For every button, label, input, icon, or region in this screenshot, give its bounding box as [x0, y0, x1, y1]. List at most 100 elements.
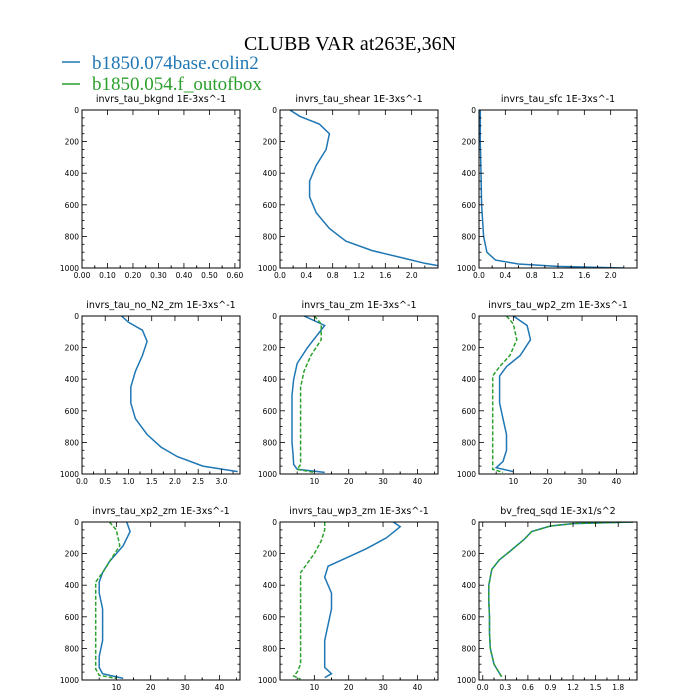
y-tick-label: 800	[263, 644, 278, 653]
x-tick-label: 0.0	[76, 477, 88, 486]
y-tick-label: 600	[462, 613, 477, 622]
x-tick-label: 0.0	[473, 271, 485, 280]
y-tick-label: 600	[263, 613, 278, 622]
y-tick-label: 200	[65, 138, 80, 147]
x-tick-label: 1.6	[578, 271, 590, 280]
x-tick-label: 40	[413, 477, 423, 486]
y-tick-label: 0	[74, 106, 79, 115]
x-tick-label: 0.40	[176, 271, 193, 280]
y-tick-label: 1000	[258, 264, 277, 273]
y-tick-label: 800	[462, 644, 477, 653]
x-tick-label: 20	[344, 477, 354, 486]
y-tick-label: 400	[263, 375, 278, 384]
y-tick-label: 200	[462, 138, 477, 147]
panel-title: invrs_tau_xp2_zm 1E-3xs^-1	[92, 506, 229, 517]
y-tick-label: 800	[462, 438, 477, 447]
panel-9: bv_freq_sqd 1E-3x1/s^2020040060080010000…	[457, 506, 638, 692]
figure-title: CLUBB VAR at263E,36N	[244, 33, 456, 55]
panel-6: invrs_tau_wp2_zm 1E-3xs^-1 0 200 400 600 800 1…	[457, 300, 638, 486]
panel-title: bv_freq_sqd 1E-3x1/s^2	[500, 506, 615, 517]
plot-frame	[81, 521, 241, 681]
y-tick-label: 800	[263, 232, 278, 241]
y-tick-label: 600	[462, 407, 477, 416]
x-tick-label: 0.50	[201, 271, 218, 280]
y-tick-label: 0	[471, 518, 476, 527]
series-line-1	[291, 316, 326, 474]
x-tick-label: 3.0	[215, 477, 227, 486]
x-tick-label: 0.00	[74, 271, 91, 280]
x-tick-label: 2.5	[192, 477, 204, 486]
y-tick-label: 1000	[457, 676, 476, 685]
y-tick-label: 1000	[258, 470, 277, 479]
panel-title: invrs_tau_shear 1E-3xs^-1	[295, 94, 422, 105]
panel-5: invrs_tau_zm 1E-3xs^-1 0 200 400 600 800 1000 1…	[258, 300, 439, 486]
x-tick-label: 20	[543, 477, 553, 486]
x-tick-label: 0.8	[526, 271, 538, 280]
plot-frame	[279, 109, 439, 269]
x-tick-label: 30	[378, 683, 388, 692]
panel-title: invrs_tau_wp2_zm 1E-3xs^-1	[488, 300, 628, 311]
x-tick-label: 0.0	[477, 683, 489, 692]
y-tick-label: 600	[263, 201, 278, 210]
y-tick-label: 200	[263, 138, 278, 147]
series-line-2	[491, 316, 518, 474]
y-tick-label: 600	[65, 407, 80, 416]
y-tick-label: 0	[272, 518, 277, 527]
panel-8: invrs_tau_wp3_zm 1E-3xs^-1 0 200 400 600 800 1…	[258, 506, 439, 692]
y-tick-label: 200	[462, 550, 477, 559]
y-tick-label: 800	[462, 232, 477, 241]
x-tick-label: 0.9	[545, 683, 557, 692]
legend-label-1: b1850.074base.colin2	[92, 53, 259, 74]
plot-frame	[478, 109, 638, 269]
x-tick-label: 30	[180, 683, 190, 692]
y-tick-label: 200	[462, 344, 477, 353]
x-tick-label: 0.30	[150, 271, 167, 280]
x-tick-label: 20	[344, 683, 354, 692]
x-tick-label: 40	[612, 477, 622, 486]
panel-4: invrs_tau_no_N2_zm 1E-3xs^-1 0 200 400 600 80…	[60, 300, 241, 486]
plot-frame	[478, 521, 638, 681]
x-tick-label: 0.4	[300, 271, 312, 280]
x-tick-label: 0.5	[99, 477, 111, 486]
y-tick-label: 400	[462, 581, 477, 590]
y-tick-label: 200	[263, 344, 278, 353]
x-tick-label: 40	[413, 683, 423, 692]
x-tick-label: 0.8	[327, 271, 339, 280]
y-tick-label: 1000	[60, 676, 79, 685]
series-line-1	[289, 110, 438, 267]
plot-frame	[279, 521, 439, 681]
plot-frame	[478, 315, 638, 475]
panel-title: invrs_tau_zm 1E-3xs^-1	[302, 300, 417, 311]
panel-1: invrs_tau_bkgnd 1E-3xs^-1 0 200 400 600 800 10…	[60, 94, 244, 280]
panel-title: invrs_tau_sfc 1E-3xs^-1	[501, 94, 615, 105]
y-tick-label: 1000	[457, 264, 476, 273]
y-tick-label: 800	[65, 232, 80, 241]
y-tick-label: 1000	[457, 470, 476, 479]
x-tick-label: 0.4	[499, 271, 511, 280]
y-tick-label: 400	[65, 581, 80, 590]
y-tick-label: 1000	[60, 470, 79, 479]
series-line-1	[120, 316, 238, 473]
series-line-2	[488, 522, 634, 678]
panel-title: invrs_tau_no_N2_zm 1E-3xs^-1	[86, 300, 235, 311]
y-tick-label: 600	[462, 201, 477, 210]
x-tick-label: 1.8	[612, 683, 624, 692]
y-tick-label: 0	[471, 106, 476, 115]
y-tick-label: 0	[272, 106, 277, 115]
x-tick-label: 10	[310, 477, 320, 486]
x-tick-label: 10	[509, 477, 519, 486]
series-line-2	[292, 522, 326, 680]
panel-7: invrs_tau_xp2_zm 1E-3xs^-1 0 200 400 600 800 1…	[60, 506, 241, 692]
y-tick-label: 400	[65, 375, 80, 384]
x-tick-label: 1.2	[552, 271, 564, 280]
x-tick-label: 20	[146, 683, 156, 692]
x-tick-label: 2.0	[406, 271, 418, 280]
x-tick-label: 30	[577, 477, 587, 486]
x-tick-label: 0.6	[522, 683, 534, 692]
y-tick-label: 200	[65, 550, 80, 559]
x-tick-label: 1.2	[567, 683, 579, 692]
panel-title: invrs_tau_wp3_zm 1E-3xs^-1	[289, 506, 429, 517]
plot-frame	[279, 315, 439, 475]
panel-title: invrs_tau_bkgnd 1E-3xs^-1	[96, 94, 226, 105]
